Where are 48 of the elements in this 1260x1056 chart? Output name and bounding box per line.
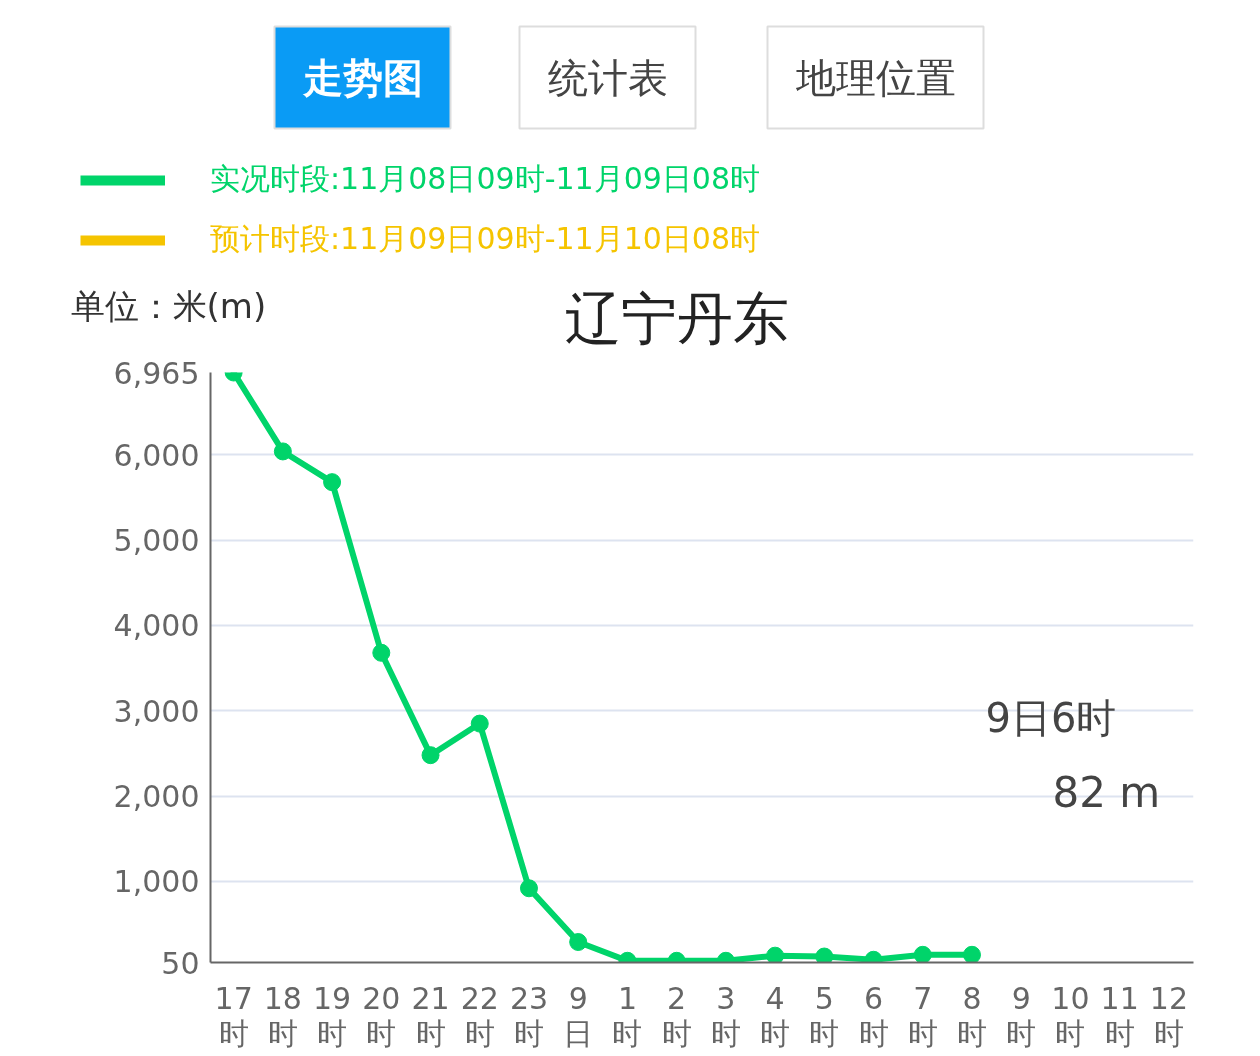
point <box>273 442 292 461</box>
x-tick-label: 23时 <box>509 980 549 1051</box>
point <box>569 933 588 952</box>
x-tick-label: 9日 <box>563 980 594 1051</box>
x-tick-label: 12时 <box>1149 980 1188 1051</box>
point <box>815 947 834 963</box>
annotation: 82 m <box>1052 768 1161 817</box>
x-tick-label: 18时 <box>263 980 302 1051</box>
point <box>323 473 342 492</box>
x-tick-label: 8时 <box>956 980 987 1051</box>
x-tick-label: 22时 <box>460 980 499 1051</box>
x-tick-label: 19时 <box>313 980 352 1051</box>
y-tick-label: 4,000 <box>113 608 200 644</box>
x-tick-label: 21时 <box>411 980 450 1051</box>
point <box>962 945 981 963</box>
point <box>766 946 785 963</box>
y-tick-label: 5,000 <box>113 523 200 559</box>
y-tick-label: 3,000 <box>113 693 200 729</box>
y-tick-label: 6,000 <box>113 437 200 473</box>
x-tick-label: 2时 <box>661 980 692 1051</box>
y-tick-label: 2,000 <box>113 779 200 815</box>
annotation: 9日6时 <box>985 694 1117 741</box>
point <box>519 879 538 898</box>
point <box>372 643 391 662</box>
point <box>470 714 489 733</box>
y-tick-label: 50 <box>161 945 200 981</box>
x-tick-label: 6时 <box>858 980 889 1051</box>
x-tick-label: 11时 <box>1100 980 1139 1051</box>
y-axis-title: 单位：米(m) <box>70 285 267 326</box>
x-tick-label: 3时 <box>710 980 741 1051</box>
x-tick-label: 1时 <box>612 980 643 1051</box>
x-tick-label: 20时 <box>362 980 401 1051</box>
text: 地理位置 <box>794 54 956 101</box>
chart-title: 辽宁丹东 <box>564 286 789 351</box>
text: 统计表 <box>547 54 668 101</box>
point <box>913 945 932 963</box>
x-tick-label: 10时 <box>1051 980 1090 1051</box>
point <box>421 746 440 765</box>
legend-label: 预计时段:11月09日09时-11月10日08时 <box>210 220 760 258</box>
legend-label: 实况时段:11月08日09时-11月09日08时 <box>210 160 760 198</box>
x-tick-label: 5时 <box>809 980 840 1051</box>
text: 走势图 <box>301 54 423 101</box>
y-tick-label: 6,965 <box>113 355 200 391</box>
x-tick-label: 4时 <box>760 980 791 1051</box>
x-tick-label: 7时 <box>907 980 938 1051</box>
y-tick-label: 1,000 <box>113 864 200 900</box>
x-tick-label: 9时 <box>1006 980 1037 1051</box>
x-tick-label: 17时 <box>214 980 253 1051</box>
